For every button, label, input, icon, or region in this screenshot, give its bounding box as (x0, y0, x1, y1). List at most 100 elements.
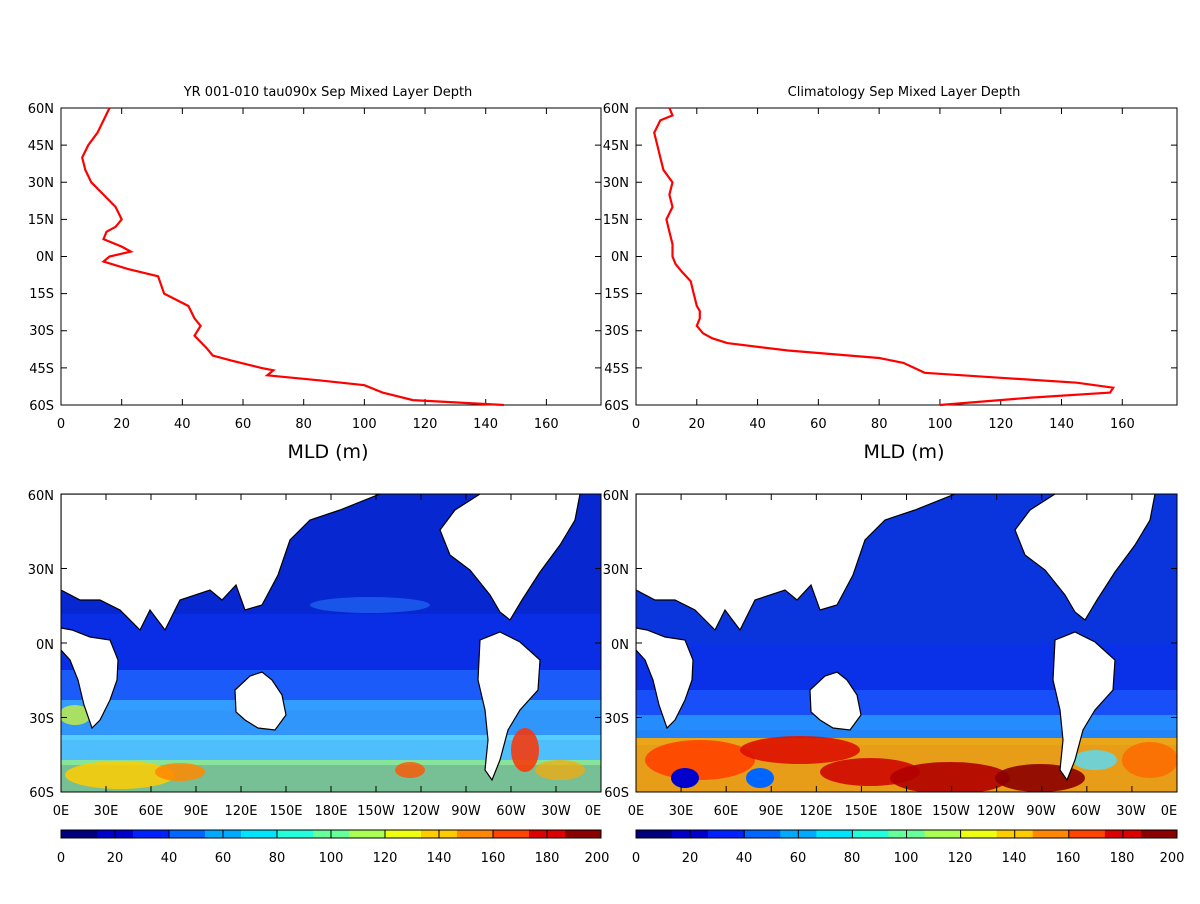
y-tick-label: 15N (28, 213, 54, 228)
y-tick-label: 15S (29, 287, 54, 302)
lon-tick-label: 120E (799, 804, 832, 819)
colorbar-swatch (61, 830, 98, 838)
x-axis-label: MLD (m) (864, 441, 945, 463)
lon-tick-label: 180E (314, 804, 347, 819)
map-y-tick-labels: 60N 30N 0N 30S 60S (603, 489, 629, 801)
lon-tick-label: 0E (585, 804, 602, 819)
colorbar-label: 120 (948, 851, 973, 866)
y-tick-label: 0N (611, 250, 629, 265)
colorbar-right: 0 20 40 60 80 100 120 140 160 180 200 (632, 829, 1185, 866)
lon-tick-label: 0E (628, 804, 645, 819)
plot-frame (60, 107, 602, 406)
mld-profile-line (81, 107, 504, 407)
panel-title: Climatology Sep Mixed Layer Depth (788, 85, 1021, 100)
x-tick-label: 0 (57, 417, 65, 432)
y-tick-label: 45S (29, 362, 54, 377)
profile-panel-left: YR 001-010 tau090x Sep Mixed Layer Depth… (28, 85, 602, 463)
lon-tick-label: 60E (714, 804, 739, 819)
x-tick-label: 20 (113, 417, 130, 432)
lat-tick-label: 60N (28, 489, 54, 504)
x-tick-label: 160 (1110, 417, 1135, 432)
colorbar-label: 80 (269, 851, 286, 866)
map-ticks (60, 493, 602, 793)
y-tick-label: 60S (604, 399, 629, 414)
y-tick-label: 15N (603, 213, 629, 228)
x-tick-label: 120 (988, 417, 1013, 432)
colorbar-swatch (636, 830, 673, 838)
x-tick-label: 0 (632, 417, 640, 432)
lon-tick-label: 0E (1161, 804, 1178, 819)
x-tick-label: 60 (235, 417, 252, 432)
y-tick-label: 45N (28, 139, 54, 154)
lat-tick-label: 60S (604, 786, 629, 801)
colorbar-swatch (1032, 830, 1070, 838)
y-tick-label: 45N (603, 139, 629, 154)
colorbar-swatches (636, 830, 1178, 838)
map-panel-right: 60N 30N 0N 30S 60S 0E 30E 60E 90E 120E 1… (603, 489, 1178, 819)
y-tick-label: 0N (36, 250, 54, 265)
colorbar-swatch (277, 830, 314, 838)
lon-tick-label: 30E (94, 804, 119, 819)
y-tick-label: 60N (603, 102, 629, 117)
lat-tick-label: 30N (603, 563, 629, 578)
x-tick-label: 80 (871, 417, 888, 432)
lat-tick-label: 0N (36, 638, 54, 653)
x-axis-label: MLD (m) (288, 441, 369, 463)
coastlines (636, 494, 1156, 782)
map-x-tick-labels: 0E 30E 60E 90E 120E 150E 180E 150W 120W … (53, 804, 602, 819)
colorbar-label: 20 (107, 851, 124, 866)
lon-tick-label: 120E (224, 804, 257, 819)
lon-tick-label: 0E (53, 804, 70, 819)
colorbar-label: 80 (844, 851, 861, 866)
x-tick-label: 100 (352, 417, 377, 432)
colorbar-swatch (565, 830, 602, 838)
lon-tick-label: 60E (139, 804, 164, 819)
map-x-tick-labels: 0E 30E 60E 90E 120E 150E 180E 150W 120W … (628, 804, 1178, 819)
colorbar-left: 0 20 40 60 80 100 120 140 160 180 200 (57, 829, 610, 866)
lon-tick-label: 150W (932, 804, 970, 819)
lat-tick-label: 60N (603, 489, 629, 504)
colorbar-label: 200 (1160, 851, 1185, 866)
mld-profile-line (653, 107, 1116, 407)
colorbar-frame (635, 829, 1178, 839)
colorbar-label: 180 (535, 851, 560, 866)
map-panel-left: 60N 30N 0N 30S 60S 0E 30E 60E 90E 120E 1… (28, 489, 602, 819)
colorbar-label: 0 (57, 851, 65, 866)
panel-title: YR 001-010 tau090x Sep Mixed Layer Depth (183, 85, 473, 100)
x-tick-label: 160 (534, 417, 559, 432)
x-tick-labels: 0 20 40 60 80 100 120 140 160 (57, 417, 559, 432)
colorbar-label: 160 (1056, 851, 1081, 866)
colorbar-label: 180 (1110, 851, 1135, 866)
y-tick-label: 45S (604, 362, 629, 377)
lon-tick-label: 90W (1026, 804, 1056, 819)
colorbar-swatch (708, 830, 745, 838)
lon-tick-label: 30W (1116, 804, 1146, 819)
lon-tick-label: 60W (1071, 804, 1101, 819)
colorbar-label: 160 (481, 851, 506, 866)
x-tick-label: 40 (749, 417, 766, 432)
colorbar-label: 40 (736, 851, 753, 866)
colorbar-swatch (960, 830, 998, 838)
colorbar-label: 60 (215, 851, 232, 866)
y-tick-label: 30N (28, 176, 54, 191)
colorbar-label: 0 (632, 851, 640, 866)
colorbar-swatch (349, 830, 386, 838)
y-tick-label: 15S (604, 287, 629, 302)
colorbar-swatch (1140, 830, 1178, 838)
colorbar-swatch (493, 830, 530, 838)
colorbar-frame (60, 829, 602, 839)
x-tick-label: 40 (174, 417, 191, 432)
colorbar-swatch (924, 830, 962, 838)
x-tick-label: 60 (810, 417, 827, 432)
colorbar-swatch (816, 830, 853, 838)
colorbar-swatch (852, 830, 889, 838)
y-tick-label: 60N (28, 102, 54, 117)
x-tick-label: 120 (413, 417, 438, 432)
colorbar-label: 120 (373, 851, 398, 866)
lon-tick-label: 60W (496, 804, 526, 819)
map-ticks (635, 493, 1178, 793)
colorbar-label: 20 (682, 851, 699, 866)
colorbar-swatch (241, 830, 278, 838)
colorbar-label: 200 (585, 851, 610, 866)
